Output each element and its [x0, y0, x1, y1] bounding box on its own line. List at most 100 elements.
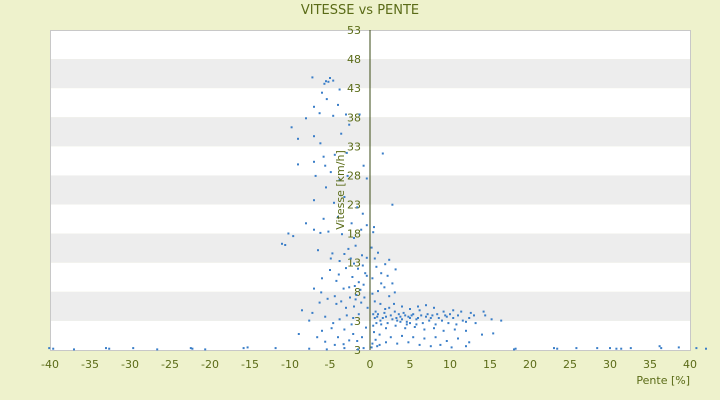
x-tick-label: -10 [281, 358, 299, 371]
data-point [481, 333, 483, 336]
data-point [407, 341, 410, 344]
data-point [73, 348, 75, 351]
data-point [323, 82, 326, 85]
data-point [132, 347, 135, 350]
data-point [386, 322, 389, 325]
data-point [301, 309, 303, 312]
data-point [326, 297, 329, 300]
data-point [658, 345, 661, 348]
data-point [384, 263, 387, 266]
data-point [349, 257, 352, 260]
data-point [431, 314, 434, 317]
data-point [313, 135, 315, 138]
data-point [314, 174, 317, 177]
data-point [407, 315, 410, 318]
x-axis-label: Pente [%] [636, 374, 690, 387]
data-point [465, 329, 467, 332]
data-point [361, 254, 363, 257]
data-point [389, 314, 392, 317]
data-point [436, 313, 439, 316]
data-point [354, 244, 357, 247]
data-point [108, 347, 111, 350]
data-point [378, 333, 381, 336]
data-point [322, 155, 325, 158]
data-point [274, 347, 277, 350]
data-point [189, 347, 192, 350]
data-point [354, 298, 357, 301]
x-tick-label: 25 [563, 358, 577, 371]
data-point [48, 347, 51, 350]
data-point [329, 171, 332, 174]
data-point [353, 262, 355, 265]
data-point [389, 336, 392, 339]
data-point [373, 257, 376, 260]
data-point [361, 336, 363, 339]
y-tick-label: 18 [347, 228, 361, 241]
data-point [347, 247, 350, 250]
data-point [393, 302, 395, 305]
data-point [394, 324, 397, 327]
data-point [385, 315, 387, 318]
data-point [357, 348, 359, 351]
data-point [394, 268, 397, 271]
data-point [437, 317, 440, 319]
y-tick-label: 48 [347, 53, 361, 66]
data-point [514, 347, 517, 350]
data-point [330, 327, 333, 330]
data-point [609, 347, 611, 350]
data-point [434, 323, 437, 326]
data-point [365, 224, 368, 227]
data-point [321, 329, 323, 332]
data-point [346, 174, 349, 177]
data-point [352, 333, 355, 335]
data-point [308, 319, 311, 322]
x-tick-labels: -40 -35 -30 -25 -20 -15 -10 -5 0 5 10 15 20 25 30 35 40 [41, 358, 697, 371]
data-point [353, 237, 355, 239]
data-point [373, 317, 376, 319]
data-point [452, 317, 455, 319]
data-point [391, 282, 394, 285]
data-point [426, 313, 429, 316]
data-point [385, 341, 387, 344]
x-tick-label: 0 [367, 358, 374, 371]
data-point [349, 296, 351, 299]
data-point [364, 272, 367, 275]
data-point [332, 114, 335, 117]
data-point [338, 88, 341, 91]
data-point [322, 217, 325, 220]
data-point [492, 332, 495, 335]
data-point [484, 314, 487, 317]
data-point [345, 314, 348, 317]
data-point [337, 215, 339, 218]
data-point [345, 306, 347, 309]
data-point [297, 333, 300, 335]
data-point [357, 267, 359, 270]
data-point [348, 339, 351, 342]
data-point [313, 199, 315, 202]
x-tick-label: -35 [81, 358, 99, 371]
data-point [447, 322, 450, 325]
data-point [311, 311, 314, 314]
data-point [327, 80, 330, 83]
data-point [362, 164, 365, 167]
data-point [396, 342, 399, 345]
data-point [376, 315, 379, 318]
data-point [410, 314, 413, 317]
data-point [442, 310, 445, 313]
data-point [320, 291, 323, 294]
data-point [393, 291, 396, 294]
data-point [313, 287, 315, 290]
data-point [319, 142, 322, 145]
data-point [324, 164, 327, 167]
data-point [405, 320, 408, 323]
data-point [156, 348, 159, 351]
data-point [325, 348, 328, 351]
data-point [393, 310, 396, 313]
data-point [465, 345, 467, 348]
data-point [490, 318, 493, 321]
data-point [318, 112, 321, 115]
y-tick-label: 43 [347, 82, 361, 95]
x-tick-label: 35 [643, 358, 657, 371]
data-point [313, 160, 315, 163]
data-point [449, 313, 451, 316]
